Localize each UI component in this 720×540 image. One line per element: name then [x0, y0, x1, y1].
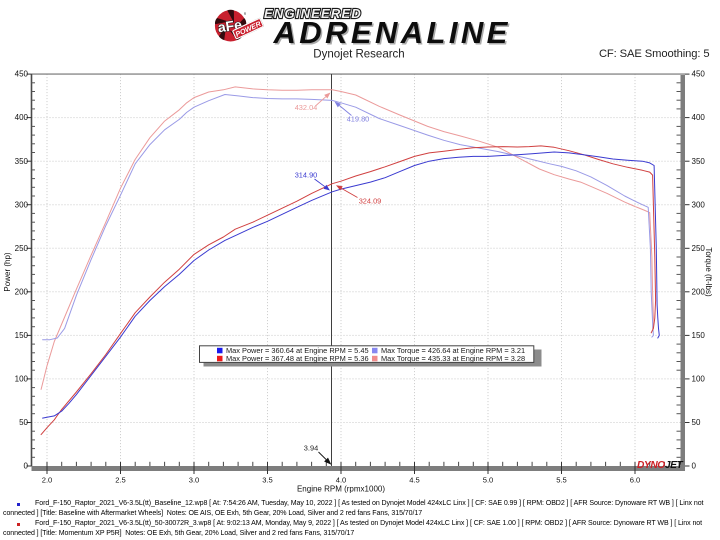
- svg-text:Max Power = 360.64 at Engine R: Max Power = 360.64 at Engine RPM = 5.45: [226, 346, 369, 355]
- svg-text:250: 250: [692, 244, 706, 253]
- svg-text:2.0: 2.0: [42, 476, 53, 485]
- svg-text:R: R: [244, 12, 247, 16]
- svg-text:324.09: 324.09: [359, 196, 382, 205]
- svg-text:432.04: 432.04: [295, 103, 318, 112]
- svg-text:5.0: 5.0: [483, 476, 494, 485]
- svg-text:3.0: 3.0: [189, 476, 200, 485]
- svg-text:400: 400: [692, 113, 706, 122]
- svg-text:50: 50: [19, 418, 28, 427]
- svg-text:250: 250: [15, 244, 29, 253]
- svg-text:0: 0: [692, 462, 697, 471]
- svg-text:200: 200: [15, 287, 29, 296]
- svg-text:Power (hp): Power (hp): [3, 252, 12, 291]
- svg-text:4.5: 4.5: [409, 476, 420, 485]
- svg-text:350: 350: [15, 157, 29, 166]
- svg-text:5.5: 5.5: [556, 476, 567, 485]
- svg-text:Max Torque = 426.64 at Engine: Max Torque = 426.64 at Engine RPM = 3.21: [381, 346, 525, 355]
- svg-text:100: 100: [15, 375, 29, 384]
- svg-text:400: 400: [15, 113, 29, 122]
- svg-text:3.94: 3.94: [304, 443, 318, 452]
- svg-text:ADRENALINE: ADRENALINE: [273, 15, 511, 50]
- svg-text:3.5: 3.5: [262, 476, 273, 485]
- svg-text:0: 0: [24, 462, 29, 471]
- svg-text:450: 450: [15, 70, 29, 79]
- svg-text:350: 350: [692, 157, 706, 166]
- svg-text:6.0: 6.0: [630, 476, 641, 485]
- svg-text:150: 150: [15, 331, 29, 340]
- svg-text:4.0: 4.0: [336, 476, 347, 485]
- svg-text:314.90: 314.90: [295, 170, 318, 179]
- svg-text:50: 50: [692, 418, 701, 427]
- svg-text:Torque (ft-lbs): Torque (ft-lbs): [704, 247, 713, 297]
- svg-text:419.80: 419.80: [347, 115, 370, 124]
- svg-text:DYNOJET: DYNOJET: [637, 460, 684, 471]
- svg-text:300: 300: [15, 200, 29, 209]
- svg-text:Max Torque = 435.33 at Engine: Max Torque = 435.33 at Engine RPM = 3.28: [381, 354, 525, 363]
- svg-text:100: 100: [692, 375, 706, 384]
- svg-text:150: 150: [692, 331, 706, 340]
- svg-text:Dynojet Research: Dynojet Research: [313, 48, 404, 60]
- svg-text:300: 300: [692, 200, 706, 209]
- svg-text:ADRENALINE: ADRENALINE: [274, 17, 512, 52]
- svg-text:2.5: 2.5: [115, 476, 126, 485]
- svg-text:450: 450: [692, 70, 706, 79]
- svg-text:Engine RPM (rpmx1000): Engine RPM (rpmx1000): [297, 484, 385, 493]
- svg-text:Max Power = 367.48 at Engine R: Max Power = 367.48 at Engine RPM = 5.36: [226, 354, 369, 363]
- svg-text:200: 200: [692, 287, 706, 296]
- svg-text:ENGINEERED: ENGINEERED: [264, 6, 362, 21]
